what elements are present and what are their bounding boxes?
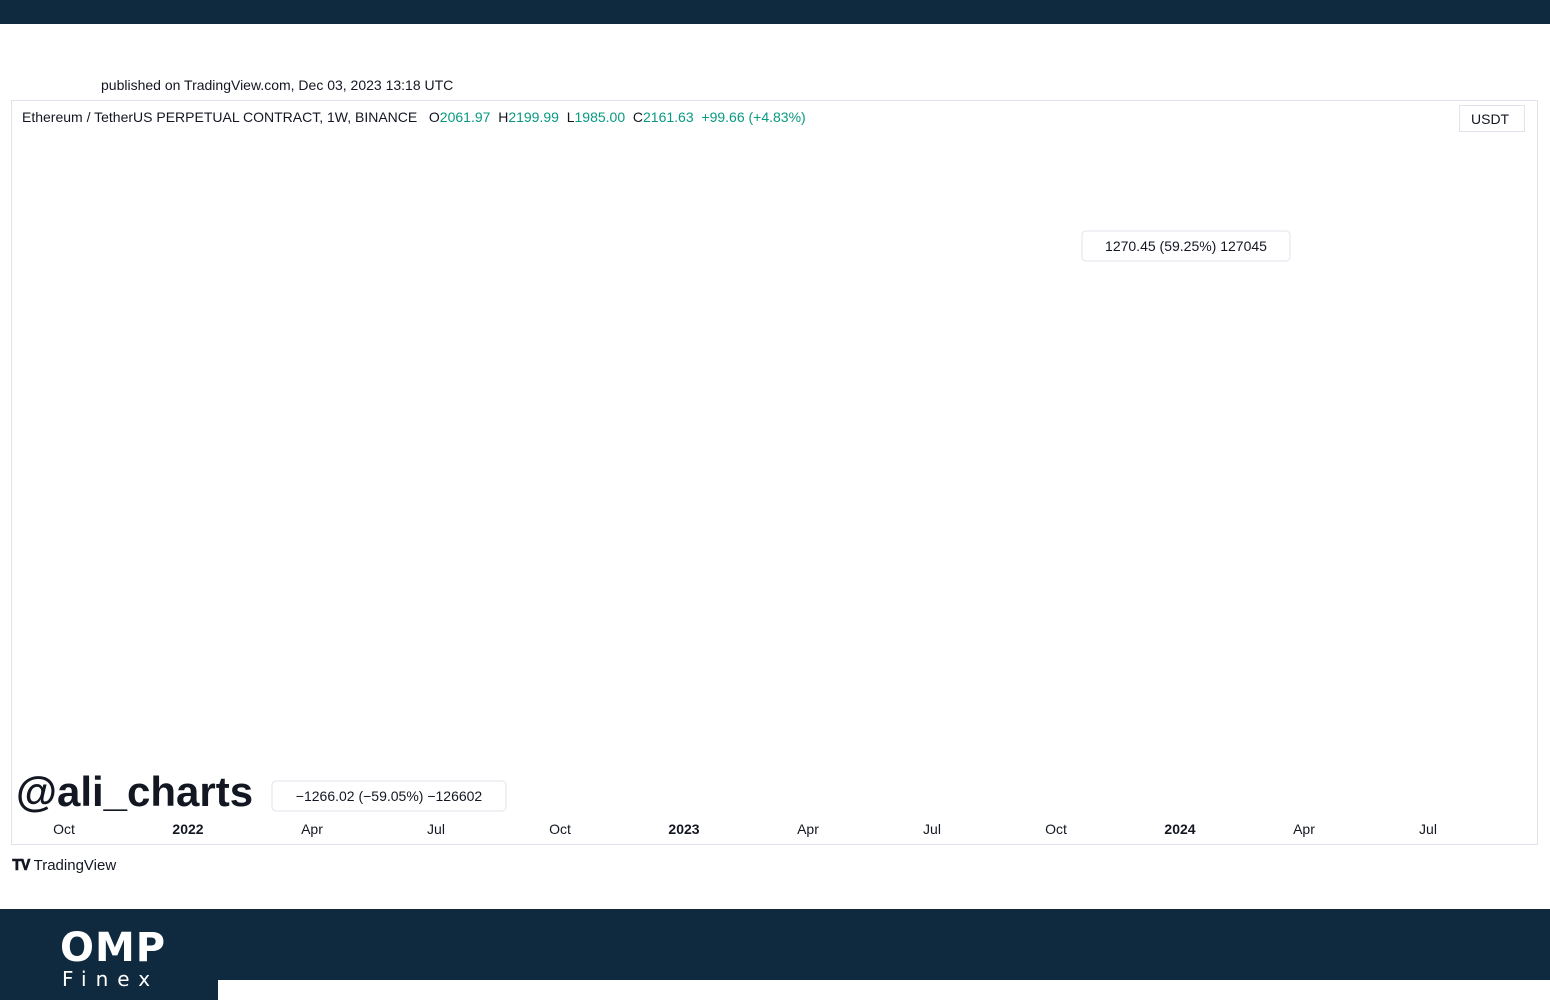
brand-logo: OMP xyxy=(60,925,167,971)
x-tick-label: Jul xyxy=(923,821,941,837)
x-tick-label: Oct xyxy=(53,821,75,837)
tradingview-icon: 𝐓𝐕 xyxy=(12,857,31,874)
x-tick-label: Jul xyxy=(427,821,445,837)
close-label: C xyxy=(632,109,644,125)
x-tick-label: 2022 xyxy=(172,821,203,837)
symbol-legend[interactable]: Ethereum / TetherUS PERPETUAL CONTRACT, … xyxy=(22,109,806,125)
top-header-bar xyxy=(0,0,1550,24)
measure-down-label: −1266.02 (−59.05%) −126602 xyxy=(296,788,483,804)
measure-up-label: 1270.45 (59.25%) 127045 xyxy=(1105,238,1267,254)
tradingview-label: TradingView xyxy=(33,857,117,874)
x-tick-label: Oct xyxy=(1045,821,1067,837)
high-value: 2199.99 xyxy=(508,109,559,125)
watermark-text: @ali_charts xyxy=(16,768,253,815)
low-value: 1985.00 xyxy=(574,109,626,125)
x-tick-label: Apr xyxy=(797,821,819,837)
tradingview-logo[interactable]: 𝐓𝐕 TradingView xyxy=(12,857,116,874)
open-label: O xyxy=(428,109,440,125)
measure-up-box xyxy=(1081,230,1291,262)
low-label: L xyxy=(566,109,575,125)
measure-down-box xyxy=(271,780,507,812)
chart-panel xyxy=(11,100,1538,845)
x-tick-label: Oct xyxy=(549,821,571,837)
currency-button[interactable]: USDT xyxy=(1459,105,1525,132)
close-value: 2161.63 xyxy=(643,109,694,125)
x-tick-label: Apr xyxy=(1293,821,1315,837)
x-tick-label: Jul xyxy=(1419,821,1437,837)
chart-svg[interactable]: 1 (4936.62)0.786 (3459.40)0.618 (2616.77… xyxy=(0,0,1550,909)
x-tick-label: Apr xyxy=(301,821,323,837)
bottom-strip xyxy=(218,980,1550,1000)
x-tick-label: 2023 xyxy=(668,821,699,837)
published-note: published on TradingView.com, Dec 03, 20… xyxy=(101,77,454,93)
symbol-name[interactable]: Ethereum / TetherUS PERPETUAL CONTRACT, … xyxy=(22,109,418,125)
brand-subtitle: Finex xyxy=(62,967,160,991)
change-value: +99.66 (+4.83%) xyxy=(701,109,806,125)
high-label: H xyxy=(498,109,509,125)
open-value: 2061.97 xyxy=(439,109,491,125)
x-tick-label: 2024 xyxy=(1164,821,1195,837)
